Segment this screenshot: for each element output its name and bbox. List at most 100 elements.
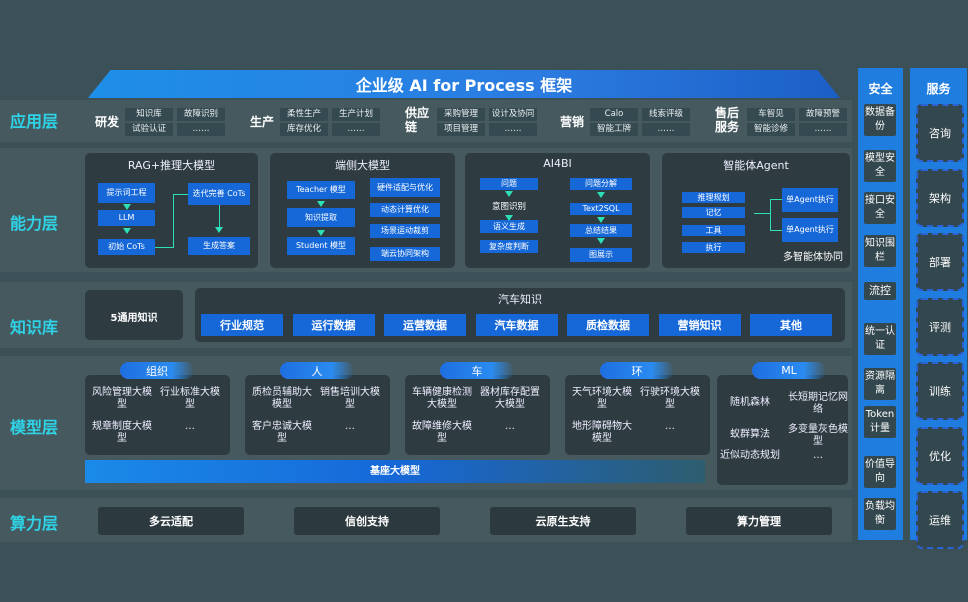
app-item[interactable]: 柔性生产 [280, 108, 328, 121]
model-item[interactable]: 随机森林 [730, 397, 770, 408]
security-item[interactable]: 知识围栏 [864, 235, 896, 267]
app-item[interactable]: Calo [590, 108, 638, 121]
knowledge-item[interactable]: 运行数据 [292, 314, 375, 336]
service-item[interactable]: 部署 [916, 233, 964, 291]
capability-node: 知识提取 [287, 208, 355, 227]
model-item[interactable]: 近似动态规划 [720, 450, 780, 461]
capability-node: 场景运动裁剪 [370, 224, 440, 238]
model-item[interactable]: 器材库存配置大模型 [480, 387, 540, 410]
model-item[interactable]: 地形障碍物大模型 [572, 421, 632, 444]
capability-title: RAG+推理大模型 [127, 159, 216, 172]
app-item[interactable]: 故障预警 [799, 108, 847, 121]
model-item[interactable]: 天气环境大模型 [572, 387, 632, 410]
app-item[interactable]: 线索评级 [642, 108, 690, 121]
security-title: 安全 [868, 82, 893, 96]
app-group-title: 营销 [560, 115, 585, 129]
service-item[interactable]: 咨询 [916, 104, 964, 162]
knowledge-item[interactable]: 行业规范 [201, 314, 283, 336]
security-item[interactable]: 价值导向 [864, 456, 896, 488]
capability-node: 迭代完善 CoTs [188, 183, 250, 205]
knowledge-item[interactable]: 运营数据 [384, 314, 466, 336]
service-item[interactable]: 优化 [916, 426, 964, 485]
capability-node: 单Agent执行 [782, 218, 838, 242]
app-item[interactable]: …… [489, 123, 537, 136]
connector-line [173, 194, 174, 248]
security-item[interactable]: 流控 [864, 282, 896, 300]
app-item[interactable]: …… [332, 123, 380, 136]
capability-node: LLM [98, 210, 155, 226]
model-item[interactable]: 车辆健康检测大模型 [412, 387, 472, 410]
connector-line [770, 199, 771, 231]
model-item[interactable]: 多变量灰色模型 [788, 424, 848, 447]
app-item[interactable]: 试验认证 [125, 123, 173, 136]
app-item[interactable]: 车智见 [747, 108, 795, 121]
base-model-bar: 基座大模型 [85, 460, 705, 483]
arrow-down-icon [123, 204, 131, 210]
security-item[interactable]: 统一认证 [864, 323, 896, 355]
framework-title-banner: 企业级 AI for Process 框架 [88, 70, 840, 98]
model-item[interactable]: 销售培训大模型 [320, 387, 380, 410]
arrow-down-icon [505, 215, 513, 221]
knowledge-item[interactable]: 营销知识 [658, 314, 741, 336]
model-item[interactable]: 风险管理大模型 [92, 387, 152, 410]
model-item[interactable]: 行驶环境大模型 [640, 387, 700, 410]
model-item[interactable]: 蚁群算法 [730, 429, 770, 440]
model-item[interactable]: … [345, 421, 355, 432]
model-item[interactable]: 规章制度大模型 [92, 421, 152, 444]
layer-label-compute: 算力层 [10, 514, 59, 533]
model-item[interactable]: … [185, 421, 195, 432]
compute-item[interactable]: 多云适配 [98, 507, 244, 535]
security-item[interactable]: 负载均衡 [864, 498, 896, 530]
security-item[interactable]: 模型安全 [864, 150, 896, 182]
service-item[interactable]: 评测 [916, 297, 964, 356]
service-item[interactable]: 架构 [916, 168, 964, 227]
service-item[interactable]: 运维 [916, 491, 964, 549]
connector-line [219, 205, 220, 227]
app-item[interactable]: 故障识别 [177, 108, 225, 121]
app-item[interactable]: 智能诊修 [747, 123, 795, 136]
general-knowledge-label: 5通用知识 [110, 313, 158, 324]
capability-node: 语义生成 [480, 220, 538, 233]
app-item[interactable]: 库存优化 [280, 123, 328, 136]
security-item[interactable]: Token计量 [864, 406, 896, 438]
model-item[interactable]: … [505, 421, 515, 432]
knowledge-item[interactable]: 质检数据 [567, 314, 649, 336]
knowledge-item[interactable]: 其他 [750, 314, 832, 336]
app-item[interactable]: …… [177, 123, 225, 136]
app-item[interactable]: …… [642, 123, 690, 136]
capability-title: AI4BI [543, 157, 572, 170]
app-item[interactable]: 生产计划 [332, 108, 380, 121]
service-item[interactable]: 训练 [916, 362, 964, 420]
compute-item[interactable]: 信创支持 [294, 507, 440, 535]
capability-node: 问题分解 [570, 178, 632, 190]
capability-panel: RAG+推理大模型 提示词工程 LLM 初始 CoTs 迭代完善 CoTs 生成答案 [85, 153, 258, 268]
app-item[interactable]: 设计及协同 [489, 108, 537, 121]
model-item[interactable]: 长短期记忆网络 [788, 392, 848, 415]
app-item[interactable]: 智能工牌 [590, 123, 638, 136]
security-item[interactable]: 资源隔离 [864, 368, 896, 400]
app-item[interactable]: 项目管理 [437, 123, 485, 136]
connector-line [770, 230, 782, 231]
model-category-tag: 人 [280, 362, 354, 379]
model-item[interactable]: 客户忠诚大模型 [252, 421, 312, 444]
compute-item[interactable]: 云原生支持 [490, 507, 636, 535]
model-item[interactable]: 质检员辅助大模型 [252, 387, 312, 410]
knowledge-item[interactable]: 汽车数据 [475, 314, 558, 336]
model-item[interactable]: … [665, 421, 675, 432]
model-category-tag: 车 [440, 362, 514, 379]
arrow-down-icon [597, 238, 605, 244]
app-group-title: 生产 [250, 115, 275, 129]
capability-node: 推理规划 [682, 192, 745, 203]
general-knowledge-panel: 5通用知识 [85, 290, 183, 340]
app-item[interactable]: …… [799, 123, 847, 136]
app-item[interactable]: 采购管理 [437, 108, 485, 121]
compute-item[interactable]: 算力管理 [686, 507, 832, 535]
model-panel [565, 375, 710, 455]
security-item[interactable]: 接口安全 [864, 192, 896, 224]
model-item[interactable]: 故障维修大模型 [412, 421, 472, 444]
services-column: 服务 咨询 架构 部署 评测 训练 优化 运维 [910, 68, 967, 549]
security-item[interactable]: 数据备份 [864, 104, 896, 136]
app-item[interactable]: 知识库 [125, 108, 173, 121]
model-item[interactable]: 行业标准大模型 [160, 387, 220, 410]
model-item[interactable]: … [813, 450, 823, 461]
